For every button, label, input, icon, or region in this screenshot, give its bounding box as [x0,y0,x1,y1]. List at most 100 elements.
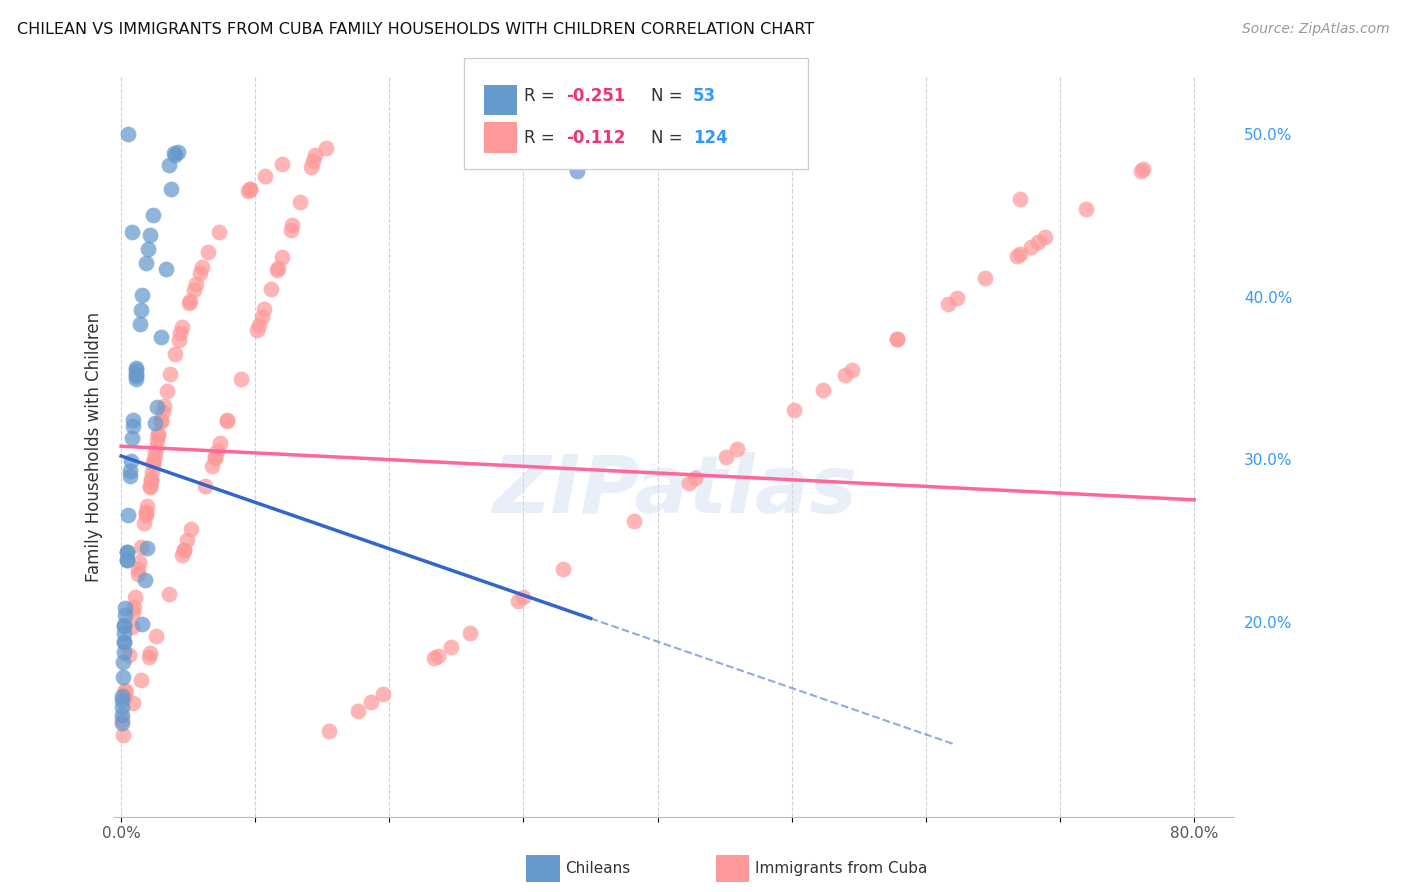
Immigrants from Cuba [936,297,959,311]
Chileans [115,553,138,567]
Immigrants from Cuba [127,567,149,582]
Immigrants from Cuba [180,522,202,536]
Text: ZIPatlas: ZIPatlas [492,452,856,531]
Immigrants from Cuba [280,222,302,236]
Immigrants from Cuba [139,479,162,493]
Chileans [112,626,135,640]
Immigrants from Cuba [318,724,340,739]
Immigrants from Cuba [184,277,207,292]
Immigrants from Cuba [250,310,273,324]
Text: N =: N = [651,129,688,147]
Chileans [145,400,167,414]
Immigrants from Cuba [1026,235,1049,249]
Immigrants from Cuba [114,682,136,697]
Chileans [120,464,142,478]
Immigrants from Cuba [1132,162,1154,177]
Immigrants from Cuba [423,651,446,665]
Immigrants from Cuba [267,260,290,275]
Chileans [162,145,184,160]
Immigrants from Cuba [135,506,157,520]
Chileans [155,262,177,277]
Immigrants from Cuba [260,283,283,297]
Immigrants from Cuba [159,368,181,382]
Y-axis label: Family Households with Children: Family Households with Children [86,312,103,582]
Immigrants from Cuba [122,600,145,615]
Chileans [136,541,159,555]
Immigrants from Cuba [201,458,224,473]
Immigrants from Cuba [205,444,228,458]
Immigrants from Cuba [253,301,276,316]
Chileans [157,158,180,172]
Immigrants from Cuba [135,500,157,514]
Immigrants from Cuba [813,383,835,397]
Immigrants from Cuba [143,452,166,467]
Text: N =: N = [651,87,688,105]
Text: Immigrants from Cuba: Immigrants from Cuba [755,862,928,876]
Immigrants from Cuba [179,296,201,310]
Immigrants from Cuba [149,414,172,428]
Chileans [112,618,135,632]
Immigrants from Cuba [169,326,191,341]
Immigrants from Cuba [167,333,190,347]
Chileans [115,545,138,559]
Immigrants from Cuba [506,593,529,607]
Immigrants from Cuba [215,414,238,428]
Immigrants from Cuba [131,540,153,554]
Immigrants from Cuba [172,548,194,562]
Immigrants from Cuba [217,413,239,427]
Immigrants from Cuba [111,727,134,741]
Immigrants from Cuba [194,479,217,493]
Immigrants from Cuba [172,320,194,334]
Immigrants from Cuba [270,250,292,264]
Immigrants from Cuba [145,442,167,456]
Immigrants from Cuba [204,451,226,466]
Immigrants from Cuba [142,457,165,471]
Text: 124: 124 [693,129,728,147]
Immigrants from Cuba [148,427,170,442]
Text: Source: ZipAtlas.com: Source: ZipAtlas.com [1241,22,1389,37]
Text: R =: R = [524,87,561,105]
Immigrants from Cuba [143,447,166,461]
Immigrants from Cuba [152,399,174,413]
Chileans [121,225,143,239]
Text: -0.251: -0.251 [567,87,626,105]
Chileans [131,617,153,632]
Immigrants from Cuba [114,689,136,703]
Immigrants from Cuba [371,687,394,701]
Immigrants from Cuba [725,442,748,457]
Chileans [129,302,152,317]
Immigrants from Cuba [360,695,382,709]
Immigrants from Cuba [553,562,575,576]
Chileans [124,372,146,386]
Chileans [134,573,156,587]
Immigrants from Cuba [271,157,294,171]
Immigrants from Cuba [239,181,262,195]
Immigrants from Cuba [229,372,252,386]
Immigrants from Cuba [512,590,534,604]
Immigrants from Cuba [253,169,276,183]
Chileans [114,608,136,623]
Immigrants from Cuba [439,640,461,654]
Immigrants from Cuba [783,403,806,417]
Chileans [117,508,139,523]
Chileans [135,256,157,270]
Text: Chileans: Chileans [565,862,630,876]
Immigrants from Cuba [299,161,322,175]
Immigrants from Cuba [246,323,269,337]
Immigrants from Cuba [135,504,157,518]
Chileans [122,413,145,427]
Immigrants from Cuba [165,347,187,361]
Chileans [114,600,136,615]
Immigrants from Cuba [149,414,172,428]
Immigrants from Cuba [841,363,863,377]
Text: R =: R = [524,129,561,147]
Immigrants from Cuba [124,590,146,604]
Immigrants from Cuba [346,704,368,718]
Immigrants from Cuba [204,450,226,464]
Immigrants from Cuba [142,456,165,470]
Immigrants from Cuba [138,649,160,664]
Text: CHILEAN VS IMMIGRANTS FROM CUBA FAMILY HOUSEHOLDS WITH CHILDREN CORRELATION CHAR: CHILEAN VS IMMIGRANTS FROM CUBA FAMILY H… [17,22,814,37]
Immigrants from Cuba [179,293,201,308]
Immigrants from Cuba [111,714,134,728]
Chileans [111,670,134,684]
